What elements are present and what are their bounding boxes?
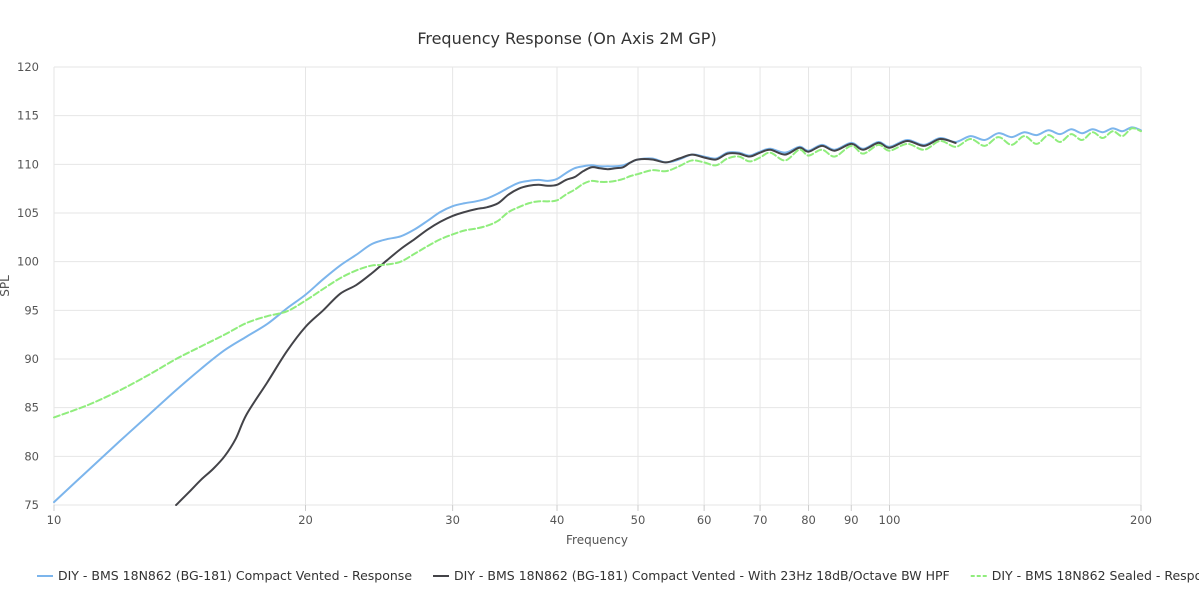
series-lines: [53, 126, 1142, 506]
x-tick-label: 200: [1130, 513, 1152, 527]
x-tick-label: 50: [631, 513, 646, 527]
x-tick-label: 10: [47, 513, 62, 527]
x-tick-label: 30: [445, 513, 460, 527]
x-tick-label: 40: [550, 513, 565, 527]
y-axis-label: SPL: [0, 275, 12, 297]
series-line-3: [53, 127, 1142, 419]
x-tick-label: 100: [879, 513, 901, 527]
y-tick-label: 115: [17, 109, 39, 123]
series-line-1: [53, 126, 1142, 504]
y-tick-label: 110: [17, 157, 39, 171]
legend-label: DIY - BMS 18N862 (BG-181) Compact Vented…: [454, 568, 950, 583]
legend: DIY - BMS 18N862 (BG-181) Compact Vented…: [37, 568, 1199, 583]
x-tick-label: 60: [697, 513, 712, 527]
y-tick-label: 80: [24, 449, 39, 463]
series-line-2: [175, 138, 957, 506]
y-gridlines: [54, 66, 1141, 506]
y-tick-label: 85: [24, 401, 39, 415]
chart-title: Frequency Response (On Axis 2M GP): [417, 29, 716, 48]
y-tick-label: 90: [24, 352, 39, 366]
y-tick-label: 95: [24, 303, 39, 317]
x-gridlines: [53, 67, 1142, 511]
x-tick-label: 80: [801, 513, 816, 527]
y-tick-label: 100: [17, 255, 39, 269]
legend-item-2[interactable]: DIY - BMS 18N862 (BG-181) Compact Vented…: [433, 568, 950, 583]
legend-label: DIY - BMS 18N862 (BG-181) Compact Vented…: [58, 568, 412, 583]
y-tick-label: 105: [17, 206, 39, 220]
legend-label: DIY - BMS 18N862 Sealed - Response: [992, 568, 1199, 583]
x-tick-label: 20: [298, 513, 313, 527]
legend-item-3[interactable]: DIY - BMS 18N862 Sealed - Response: [970, 568, 1199, 583]
y-tick-labels: 75 80 85 90 95 100 105 110 115 120: [17, 60, 39, 512]
x-axis-label: Frequency: [566, 533, 628, 547]
x-tick-label: 70: [753, 513, 768, 527]
y-tick-label: 120: [17, 60, 39, 74]
legend-item-1[interactable]: DIY - BMS 18N862 (BG-181) Compact Vented…: [37, 568, 412, 583]
y-tick-label: 75: [24, 498, 39, 512]
x-tick-labels: 10 20 30 40 50 60 70 80 90 100 200: [47, 513, 1152, 527]
x-tick-label: 90: [844, 513, 859, 527]
